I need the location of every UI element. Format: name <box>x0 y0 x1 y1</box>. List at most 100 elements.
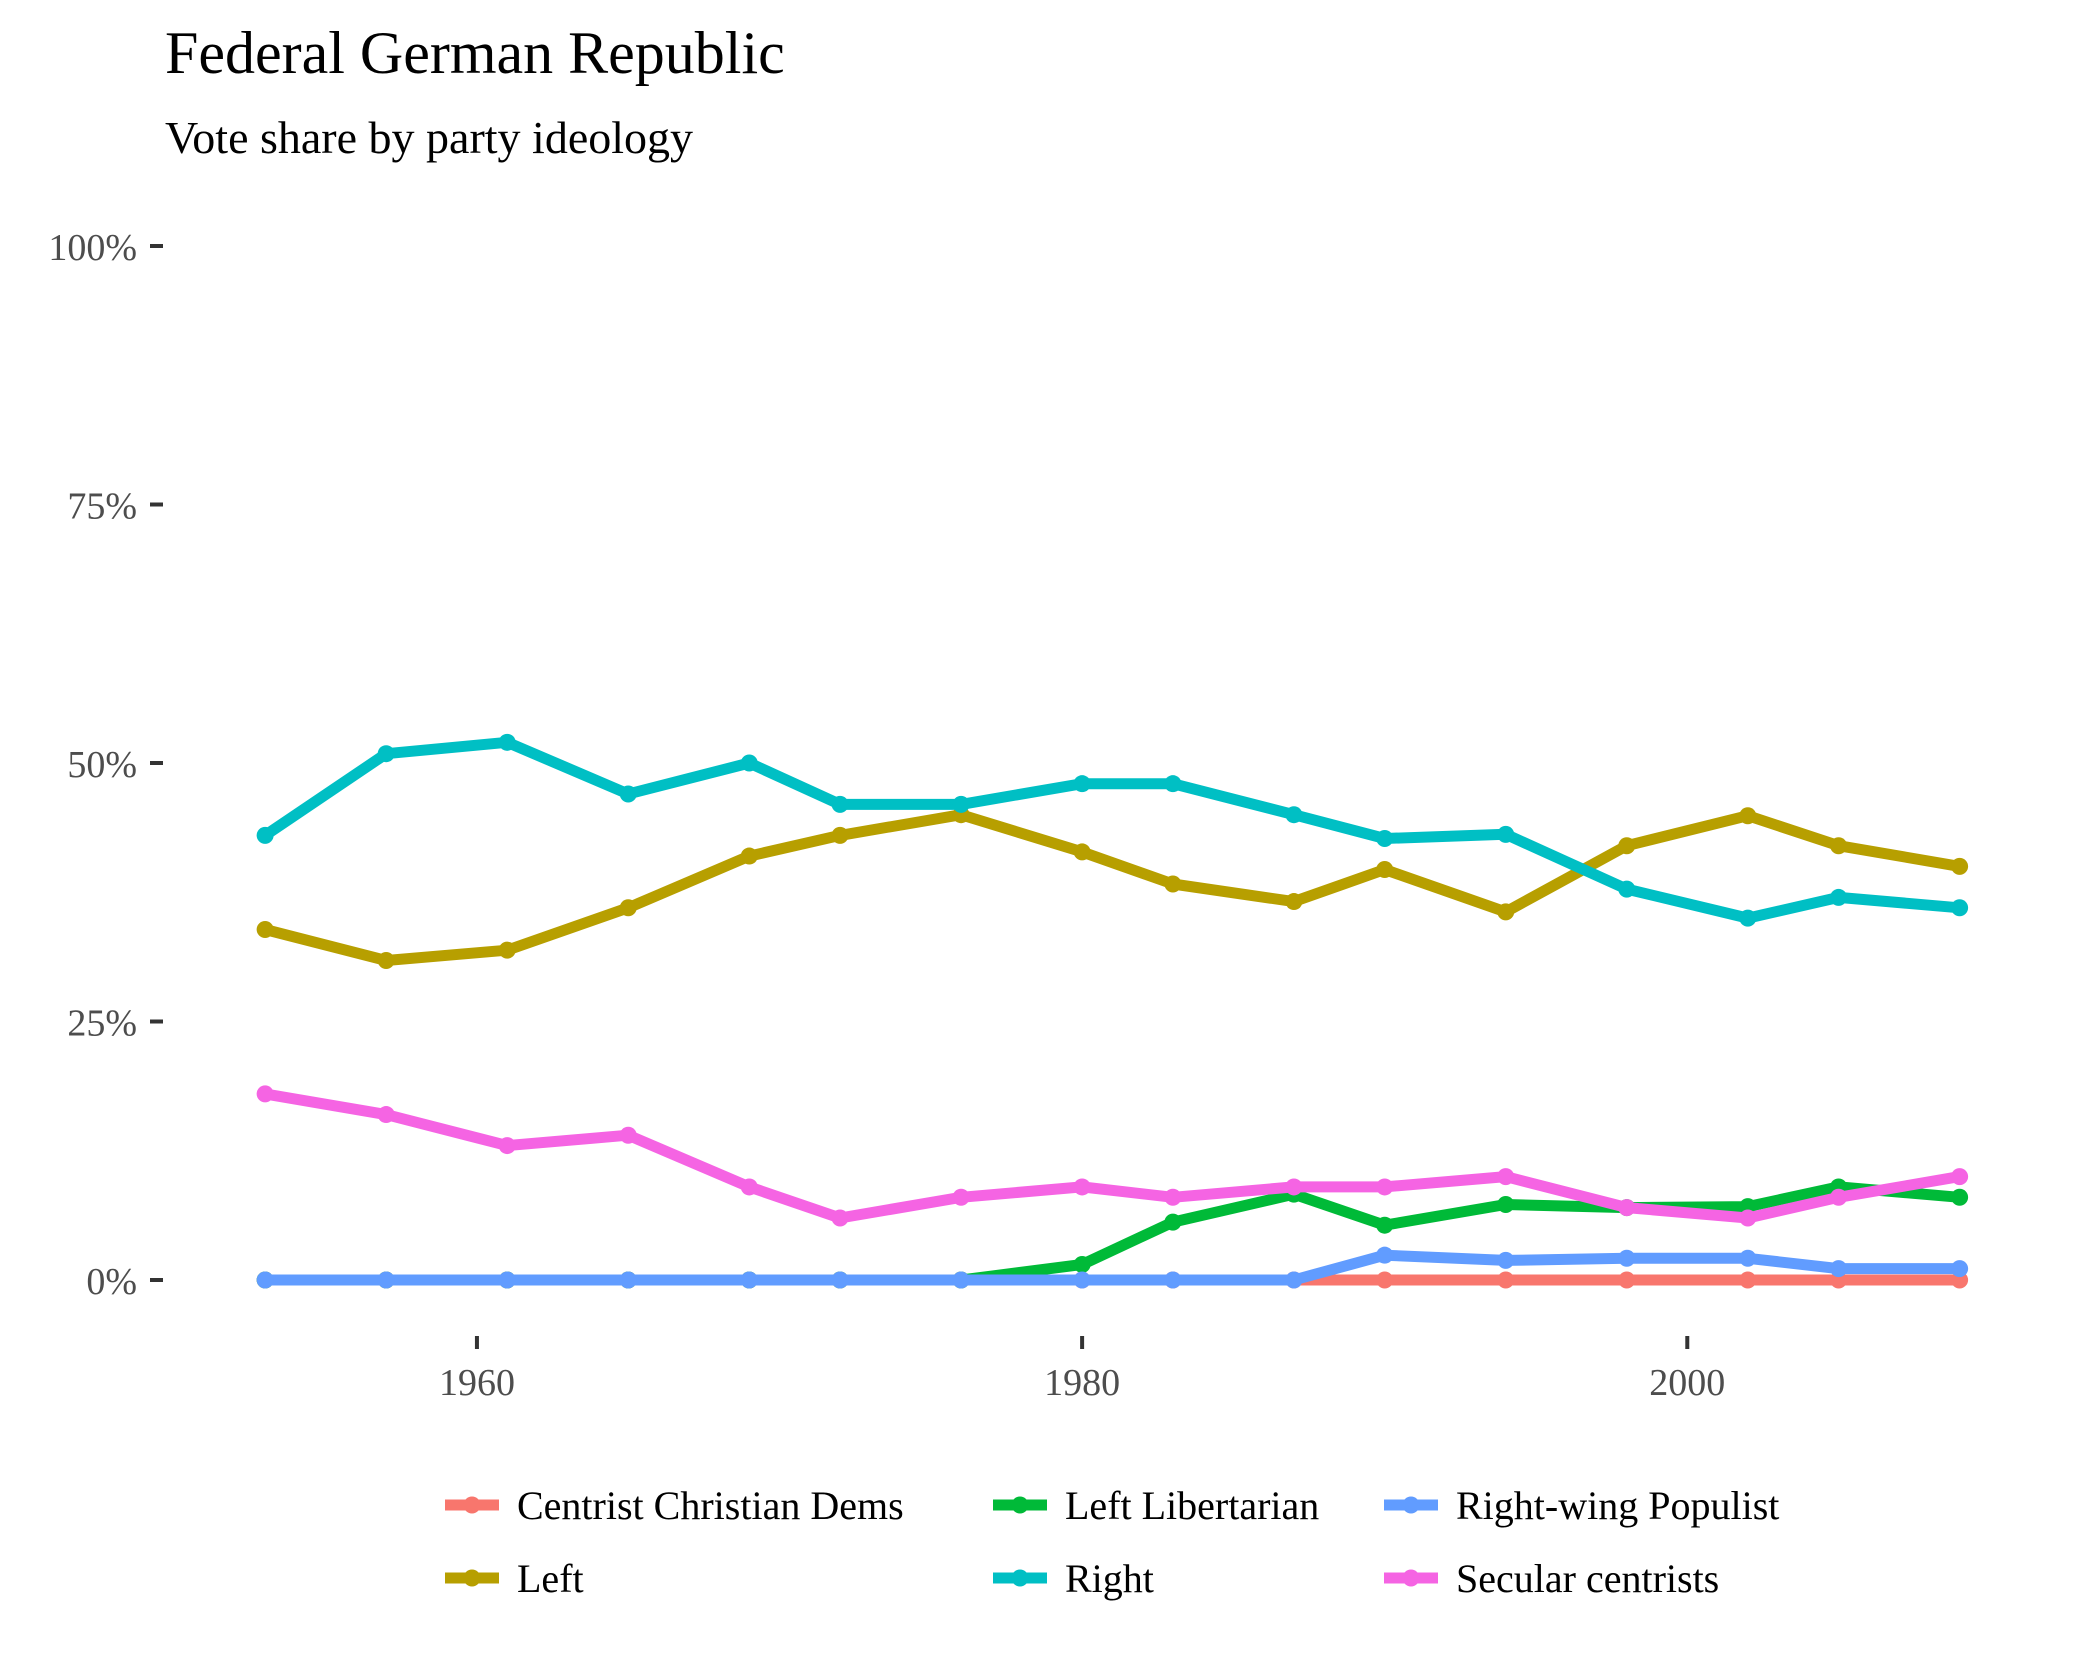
data-point <box>1285 1178 1303 1196</box>
data-point <box>1376 1178 1394 1196</box>
data-point <box>1376 1216 1394 1234</box>
data-point <box>1618 1271 1636 1289</box>
data-point <box>619 1126 637 1144</box>
data-point <box>1073 1255 1091 1273</box>
data-point <box>1951 899 1969 917</box>
legend-label: Left <box>517 1556 584 1601</box>
legend-label: Right-wing Populist <box>1456 1483 1779 1528</box>
data-point <box>1376 861 1394 879</box>
data-point <box>831 826 849 844</box>
data-point <box>1739 909 1757 927</box>
data-point <box>1618 837 1636 855</box>
legend-item-centrist-christian-dems: Centrist Christian Dems <box>445 1483 904 1528</box>
series-right-wing-populist <box>256 1246 1969 1289</box>
chart-subtitle: Vote share by party ideology <box>165 112 693 163</box>
data-point <box>1739 807 1757 825</box>
series-line-left <box>263 809 1961 966</box>
data-point <box>1739 1271 1757 1289</box>
data-point <box>1285 806 1303 824</box>
data-point <box>1830 1188 1848 1206</box>
series-line-right <box>262 736 1961 924</box>
data-point <box>256 826 274 844</box>
data-point <box>1073 1178 1091 1196</box>
data-point <box>256 920 274 938</box>
data-point <box>498 1271 516 1289</box>
data-point <box>1739 1209 1757 1227</box>
data-point <box>1497 1251 1515 1269</box>
data-point <box>1618 1249 1636 1267</box>
legend-label: Left Libertarian <box>1065 1483 1319 1528</box>
data-point <box>256 1085 274 1103</box>
legend-key-point <box>1011 1496 1029 1514</box>
y-tick-label: 0% <box>86 1261 137 1303</box>
legend: Centrist Christian Dems Left Libertarian R… <box>445 1483 1779 1601</box>
series-layer <box>256 733 1969 1289</box>
y-tick-label: 50% <box>67 744 137 786</box>
data-point <box>498 1137 516 1155</box>
data-point <box>1164 875 1182 893</box>
data-point <box>1739 1249 1757 1267</box>
chart-title: Federal German Republic <box>165 20 785 86</box>
y-tick-label: 75% <box>67 486 137 528</box>
data-point <box>740 847 758 865</box>
data-point <box>1376 829 1394 847</box>
data-point <box>740 1178 758 1196</box>
x-tick-label: 1980 <box>1044 1362 1120 1404</box>
legend-key-point <box>1402 1496 1420 1514</box>
data-point <box>1830 837 1848 855</box>
data-point <box>377 1106 395 1124</box>
data-point <box>1285 1271 1303 1289</box>
data-point <box>1073 1271 1091 1289</box>
legend-item-left-libertarian: Left Libertarian <box>993 1483 1319 1528</box>
data-point <box>377 745 395 763</box>
data-point <box>952 1271 970 1289</box>
data-point <box>952 795 970 813</box>
data-point <box>1073 775 1091 793</box>
x-tick-label: 1960 <box>439 1362 515 1404</box>
series-right <box>256 733 1969 927</box>
legend-key-point <box>463 1569 481 1587</box>
legend-label: Right <box>1065 1556 1154 1601</box>
data-point <box>1497 1168 1515 1186</box>
data-point <box>1830 1260 1848 1278</box>
y-tick-label: 100% <box>48 227 137 269</box>
series-line-secular-centrists <box>264 1088 1961 1224</box>
legend-key-point <box>1011 1569 1029 1587</box>
legend-item-left: Left <box>445 1556 584 1601</box>
data-point <box>1164 1213 1182 1231</box>
data-point <box>1497 825 1515 843</box>
legend-item-secular-centrists: Secular centrists <box>1384 1556 1719 1601</box>
data-point <box>1951 1168 1969 1186</box>
data-point <box>1164 1188 1182 1206</box>
x-axis: 1960 1980 2000 <box>439 1336 1725 1404</box>
data-point <box>377 1271 395 1289</box>
data-point <box>1951 857 1969 875</box>
legend-item-right-wing-populist: Right-wing Populist <box>1384 1483 1779 1528</box>
data-point <box>619 1271 637 1289</box>
data-point <box>619 785 637 803</box>
legend-key-point <box>1402 1569 1420 1587</box>
legend-label: Centrist Christian Dems <box>517 1483 904 1528</box>
data-point <box>831 795 849 813</box>
data-point <box>831 1209 849 1227</box>
data-point <box>740 1271 758 1289</box>
legend-item-right: Right <box>993 1556 1154 1601</box>
data-point <box>1618 880 1636 898</box>
data-point <box>1164 775 1182 793</box>
data-point <box>1497 1271 1515 1289</box>
series-secular-centrists <box>256 1085 1969 1227</box>
data-point <box>740 754 758 772</box>
x-tick-label: 2000 <box>1649 1362 1725 1404</box>
legend-label: Secular centrists <box>1456 1556 1719 1601</box>
data-point <box>1497 903 1515 921</box>
data-point <box>1951 1260 1969 1278</box>
data-point <box>498 941 516 959</box>
data-point <box>1376 1246 1394 1264</box>
data-point <box>1073 843 1091 861</box>
data-point <box>831 1271 849 1289</box>
data-point <box>1285 893 1303 911</box>
data-point <box>1951 1188 1969 1206</box>
data-point <box>952 1188 970 1206</box>
